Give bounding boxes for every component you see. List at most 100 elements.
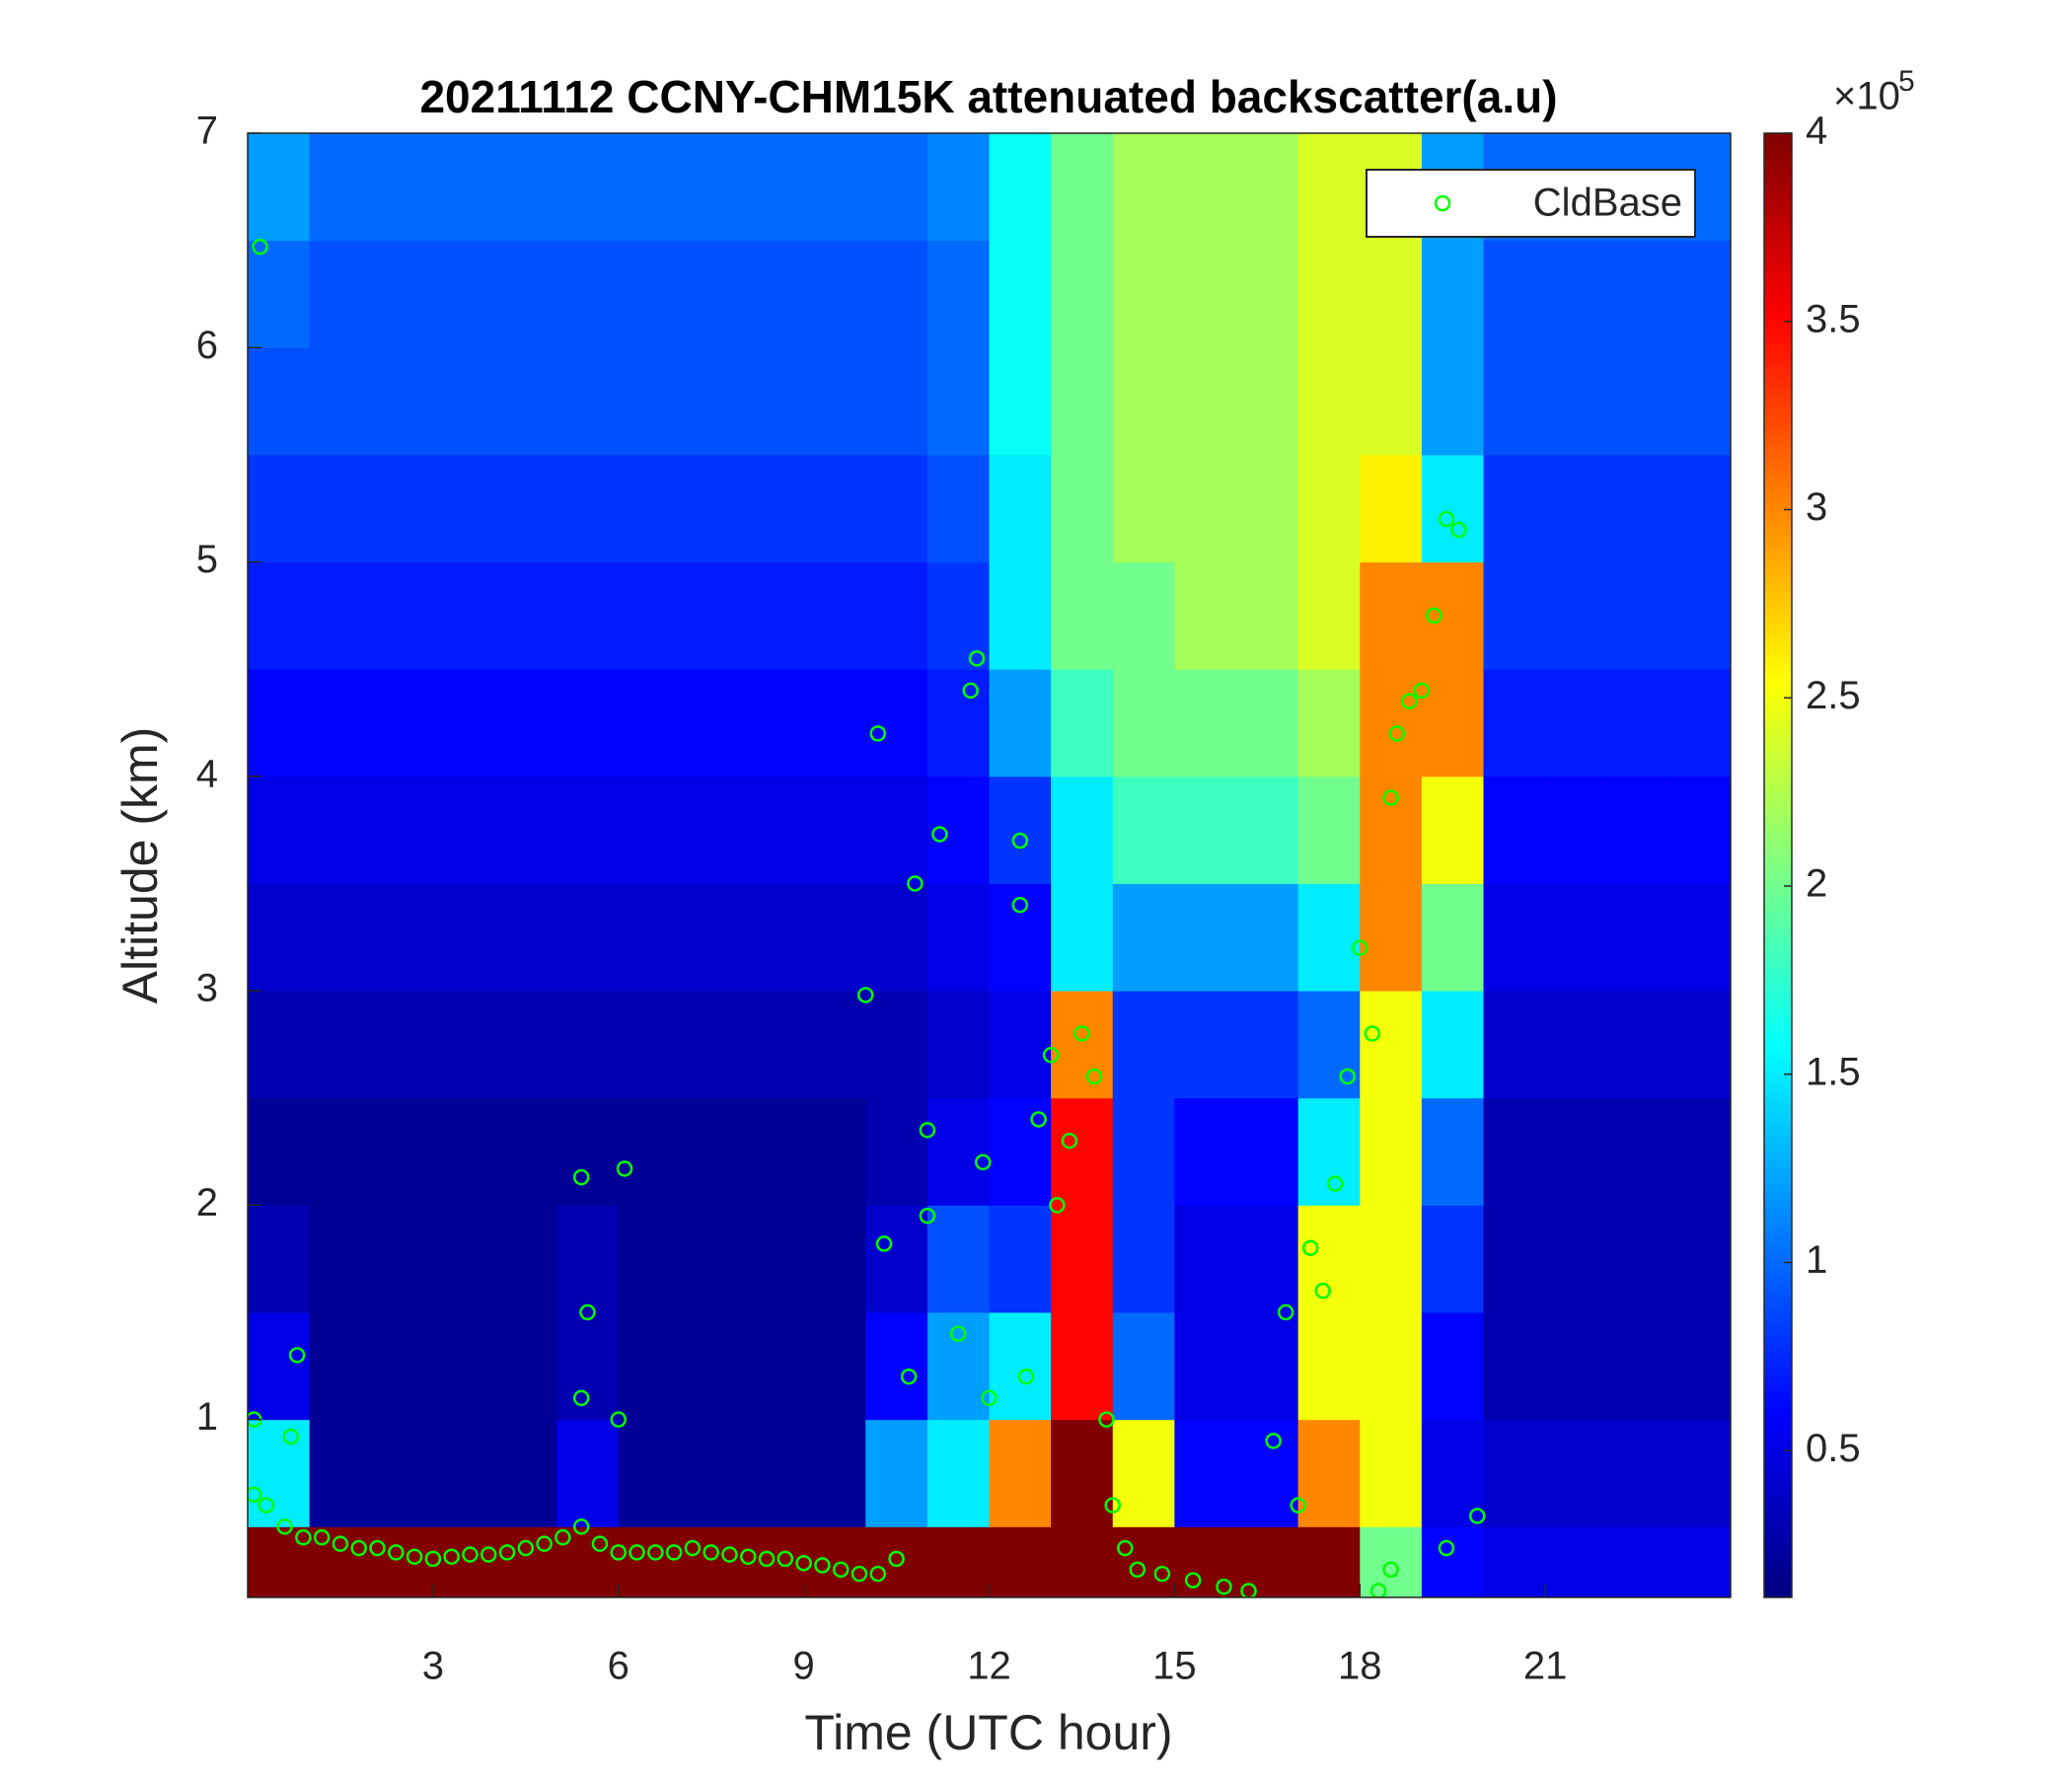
cloud-base-point [480,1546,497,1563]
heat-cell [1236,240,1299,348]
heat-cell [1112,991,1175,1099]
cloud-base-point [282,1428,300,1445]
heat-cell [1051,454,1114,563]
heat-cell [618,1526,681,1597]
heat-cell [1297,347,1361,456]
heat-cell [1421,1312,1484,1421]
heat-cell [1668,991,1731,1099]
heat-cell [556,133,620,242]
heat-cell [556,776,620,884]
heat-cell [1051,240,1114,348]
cloud-base-point [1450,521,1467,539]
heat-cell [1483,776,1546,884]
heat-cell [1236,133,1299,242]
heat-cell [309,347,372,456]
heat-cell [926,1312,990,1421]
heat-cell [618,454,681,563]
heat-cell [1112,1205,1175,1313]
heat-cell [432,883,495,992]
heat-cell [803,1526,866,1597]
heat-cell [432,240,495,348]
heat-cell [248,454,311,563]
heat-cell [742,1097,805,1206]
cloud-base-point [1216,1578,1232,1595]
heat-cell [1483,347,1546,456]
cloud-base-point [1388,725,1406,742]
heat-cell [680,133,743,242]
heat-cell [1668,1419,1731,1527]
x-tick-label: 21 [1523,1645,1568,1688]
y-axis-label: Altitude (km) [112,727,168,1004]
heat-cell [1297,1205,1361,1313]
x-tick-label: 3 [422,1645,444,1688]
heat-cell [1483,454,1546,563]
heat-cell [680,1097,743,1206]
cloud-base-point [1277,1303,1295,1321]
cloud-base-point [981,1389,998,1407]
heat-cell [309,1097,372,1206]
colorbar-tick-label: 4 [1806,110,1827,153]
heat-cell [1421,454,1484,563]
heat-cell [432,561,495,670]
heat-cell [618,883,681,992]
heat-cell [618,1205,681,1313]
cloud-base-point [1290,1497,1306,1514]
heat-cell [1051,1526,1114,1597]
colorbar-multiplier: ×10 [1833,75,1900,118]
heat-cell [1236,1097,1299,1206]
cloud-base-point [1382,789,1399,806]
heat-cell [865,1312,928,1421]
cloud-base-point [1061,1132,1078,1149]
heat-cell [742,883,805,992]
cloud-base-point [919,1207,936,1224]
cloud-base-point [462,1546,479,1563]
heat-cell [1606,776,1669,884]
heat-cell [742,561,805,670]
cloud-base-point [1184,1572,1202,1589]
heat-cell [926,454,990,563]
cloud-base-point [1240,1583,1257,1597]
heat-cell [1360,454,1423,563]
heat-cell [865,1526,928,1597]
heat-cell [1606,1205,1669,1313]
x-tick-label: 15 [1152,1645,1197,1688]
cloud-base-point [288,1347,306,1364]
y-tick-label: 5 [196,538,218,581]
heat-cell [432,133,495,242]
heat-cell [432,1526,495,1597]
cloud-base-point [369,1539,386,1557]
legend-marker [1434,194,1451,212]
heat-cell [803,240,866,348]
heat-cell [1421,883,1484,992]
heat-cell [1174,1097,1237,1206]
heat-cell [309,991,372,1099]
cloud-base-point [1042,1047,1060,1064]
cloud-base-point [517,1539,535,1557]
heat-cell [1668,776,1731,884]
heat-cell [1051,1312,1114,1421]
heat-cell [1051,1097,1114,1206]
scatter-layer [248,238,1486,1597]
heat-cell [248,1526,311,1597]
heat-cell [618,1419,681,1527]
heat-cell [1112,240,1175,348]
heat-cell [248,1419,311,1527]
heat-cell [1421,776,1484,884]
cloud-base-point [443,1548,460,1565]
heat-cell [1297,1312,1361,1421]
cloud-base-point [814,1557,831,1574]
heat-cell [248,561,311,670]
cloud-base-point [684,1539,702,1557]
heat-cell [556,347,620,456]
heat-cell [1360,776,1423,884]
heat-cell [989,454,1052,563]
heat-cell [494,669,557,777]
heat-cell [926,776,990,884]
heat-cell [1174,776,1237,884]
heat-cell [1051,669,1114,777]
heat-cell [1174,991,1237,1099]
heat-cell [618,240,681,348]
heat-cell [371,1312,434,1421]
heat-cell [742,776,805,884]
heat-cell [248,1205,311,1313]
